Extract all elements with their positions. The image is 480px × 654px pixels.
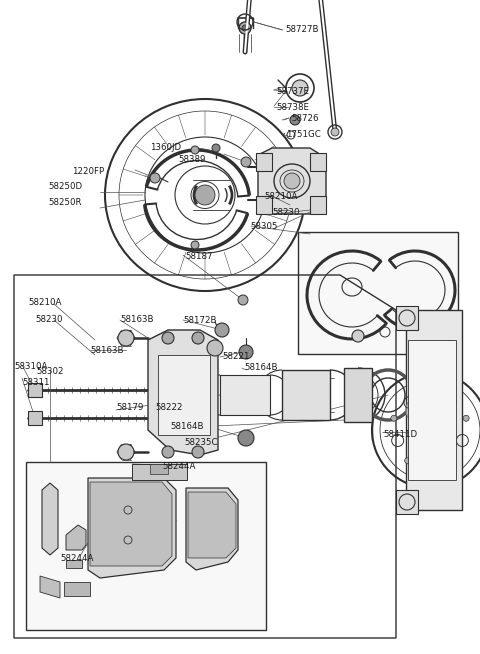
Text: 58737E: 58737E xyxy=(276,87,309,96)
Polygon shape xyxy=(148,330,218,455)
Bar xyxy=(150,464,168,474)
Circle shape xyxy=(420,420,440,440)
Text: 58163B: 58163B xyxy=(90,346,123,355)
Polygon shape xyxy=(40,576,60,598)
Circle shape xyxy=(207,340,223,356)
Text: 1360JD: 1360JD xyxy=(150,143,181,152)
Text: 58222: 58222 xyxy=(155,403,182,412)
Bar xyxy=(26,462,266,630)
Bar xyxy=(256,153,272,171)
Circle shape xyxy=(238,295,248,305)
Circle shape xyxy=(463,415,469,421)
Bar xyxy=(310,196,326,214)
Text: 58163B: 58163B xyxy=(120,315,154,324)
Circle shape xyxy=(290,115,300,125)
Text: 58302: 58302 xyxy=(36,367,63,376)
Text: 58172B: 58172B xyxy=(183,316,216,325)
Circle shape xyxy=(192,446,204,458)
Circle shape xyxy=(195,185,215,205)
Circle shape xyxy=(239,22,251,34)
Text: 58727B: 58727B xyxy=(285,25,319,34)
Circle shape xyxy=(191,241,199,249)
Circle shape xyxy=(215,323,229,337)
Circle shape xyxy=(191,146,199,154)
Text: 58210A: 58210A xyxy=(28,298,61,307)
Text: 58250D: 58250D xyxy=(48,182,82,191)
Polygon shape xyxy=(88,478,176,578)
Circle shape xyxy=(241,157,251,167)
Polygon shape xyxy=(186,488,238,570)
Circle shape xyxy=(118,444,134,460)
Circle shape xyxy=(331,128,339,136)
Bar xyxy=(298,232,458,354)
Circle shape xyxy=(150,173,160,183)
Polygon shape xyxy=(90,482,172,566)
Text: 58235C: 58235C xyxy=(184,438,217,447)
Circle shape xyxy=(292,80,308,96)
Polygon shape xyxy=(406,310,462,510)
Polygon shape xyxy=(220,375,270,415)
Polygon shape xyxy=(258,148,326,214)
Text: 58244A: 58244A xyxy=(162,462,195,471)
Circle shape xyxy=(284,173,300,189)
Circle shape xyxy=(162,446,174,458)
Circle shape xyxy=(405,458,411,464)
Text: 58310A: 58310A xyxy=(14,362,48,371)
Text: 58311: 58311 xyxy=(22,378,49,387)
Bar xyxy=(310,153,326,171)
Text: 58230: 58230 xyxy=(272,208,300,217)
Circle shape xyxy=(391,415,397,421)
Bar xyxy=(396,306,418,330)
Circle shape xyxy=(212,144,220,152)
Text: 58305: 58305 xyxy=(250,222,277,231)
Text: 58230: 58230 xyxy=(35,315,62,324)
Bar xyxy=(28,411,42,425)
Text: 58164B: 58164B xyxy=(244,363,277,372)
Text: 58187: 58187 xyxy=(185,252,213,261)
Text: 58389: 58389 xyxy=(178,155,205,164)
Circle shape xyxy=(162,332,174,344)
Bar xyxy=(132,464,187,480)
Text: 58210A: 58210A xyxy=(264,192,298,201)
Text: 1751GC: 1751GC xyxy=(286,130,321,139)
Bar xyxy=(408,340,456,480)
Text: 58738E: 58738E xyxy=(276,103,309,112)
Polygon shape xyxy=(66,525,86,550)
Circle shape xyxy=(449,458,456,464)
Text: 58726: 58726 xyxy=(291,114,319,123)
Bar xyxy=(28,383,42,397)
Bar xyxy=(66,560,82,568)
Bar xyxy=(256,196,272,214)
Polygon shape xyxy=(282,370,330,420)
Polygon shape xyxy=(344,368,372,422)
Bar xyxy=(396,490,418,514)
Polygon shape xyxy=(188,492,236,558)
Text: 1220FP: 1220FP xyxy=(72,167,104,176)
Polygon shape xyxy=(64,582,90,596)
Polygon shape xyxy=(42,483,58,555)
Circle shape xyxy=(427,389,433,395)
Text: 58221: 58221 xyxy=(222,352,250,361)
Circle shape xyxy=(242,25,248,31)
Text: 58164B: 58164B xyxy=(170,422,204,431)
Circle shape xyxy=(192,332,204,344)
Text: 58411D: 58411D xyxy=(383,430,417,439)
Circle shape xyxy=(118,330,134,346)
Bar xyxy=(158,355,210,435)
Text: 58244A: 58244A xyxy=(60,554,94,563)
Circle shape xyxy=(238,430,254,446)
Circle shape xyxy=(239,345,253,359)
Text: 58250R: 58250R xyxy=(48,198,82,207)
Text: 58179: 58179 xyxy=(116,403,144,412)
Circle shape xyxy=(352,330,364,342)
